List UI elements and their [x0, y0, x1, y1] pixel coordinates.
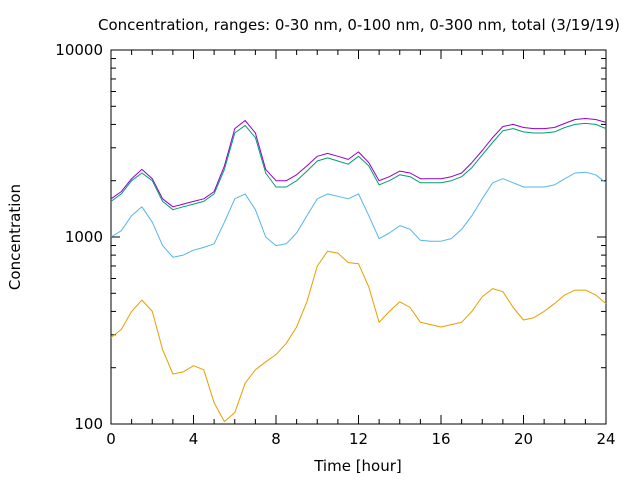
series-layer [110, 118, 607, 423]
y-tick-label: 10000 [55, 41, 103, 59]
y-axis: 100 1000 10000 [55, 41, 606, 433]
y-tick-label: 1000 [65, 228, 103, 246]
x-tick-label: 12 [349, 430, 368, 448]
chart-title: Concentration, ranges: 0-30 nm, 0-100 nm… [98, 16, 620, 34]
series-line-3 [110, 171, 607, 258]
x-tick-label: 24 [596, 430, 615, 448]
series-line-2 [110, 122, 607, 211]
series-line-4 [110, 250, 607, 423]
x-tick-label: 20 [514, 430, 533, 448]
x-tick-label: 8 [271, 430, 281, 448]
x-axis: 0 4 8 12 16 20 24 [106, 50, 616, 448]
series-line-1 [110, 118, 607, 208]
x-tick-label: 0 [106, 430, 116, 448]
y-axis-label: Concentration [6, 184, 24, 290]
x-tick-label: 16 [431, 430, 450, 448]
y-tick-label: 100 [74, 415, 103, 433]
x-axis-label: Time [hour] [313, 457, 402, 475]
plot-frame [110, 49, 607, 425]
x-tick-label: 4 [189, 430, 199, 448]
